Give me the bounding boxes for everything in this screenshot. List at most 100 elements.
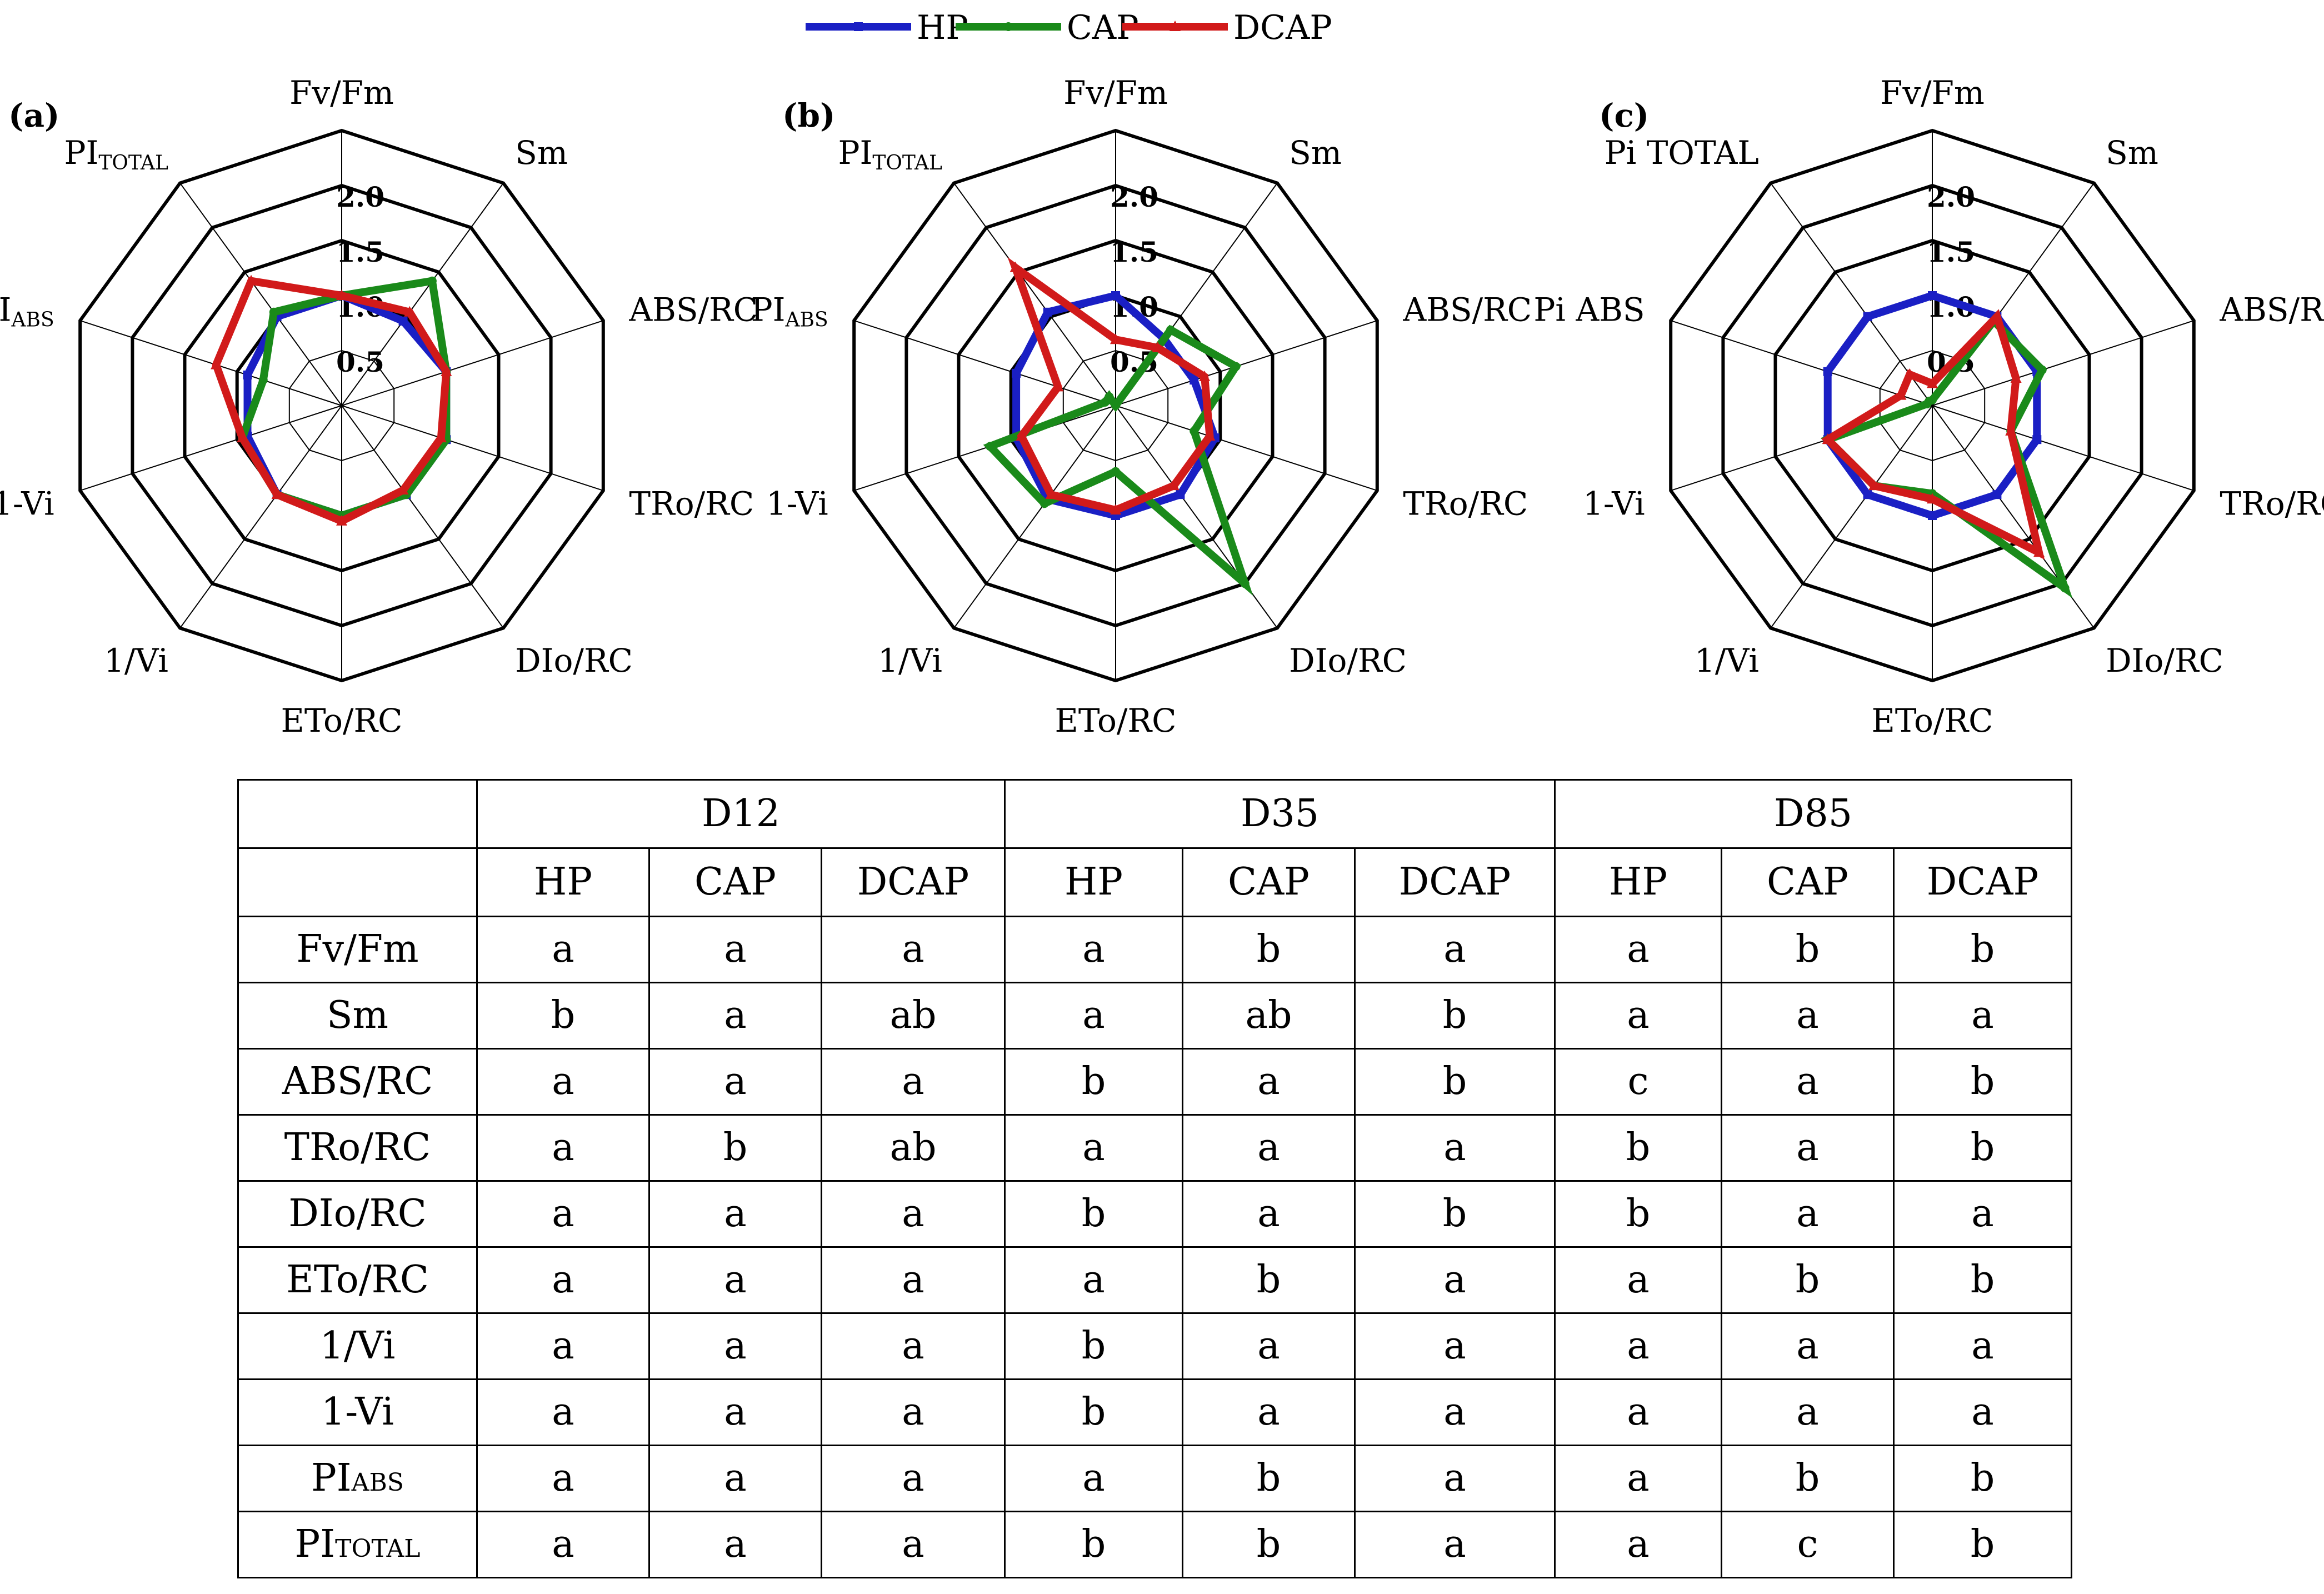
table-cell: b bbox=[1721, 916, 1895, 983]
radar-point-dcap bbox=[397, 484, 409, 495]
table-row: ETo/RC a a a a b a a b b bbox=[237, 1246, 2072, 1314]
radar-point-dcap bbox=[336, 289, 347, 300]
radar-point-cap bbox=[1190, 426, 1199, 436]
table-cell: b bbox=[1182, 1246, 1356, 1314]
panel-label: (b) bbox=[782, 97, 835, 134]
table-cell: a bbox=[821, 1048, 1006, 1116]
table-cell: a bbox=[648, 916, 822, 983]
radar-point-dcap bbox=[1110, 504, 1121, 515]
legend-marker-cap bbox=[1004, 22, 1013, 31]
radar-point-dcap bbox=[2005, 424, 2017, 436]
radar-grid-ring bbox=[131, 183, 553, 628]
radar-grid-ring bbox=[904, 183, 1327, 628]
radar-tick-label: 2.0 bbox=[1110, 181, 1158, 213]
table-cell: b bbox=[1004, 1180, 1183, 1248]
radar-point-cap bbox=[1166, 325, 1175, 334]
radar-grid-ring bbox=[957, 238, 1275, 573]
radar-spoke bbox=[1115, 405, 1378, 491]
table-cell: b bbox=[1893, 1511, 2072, 1578]
table-cell: ab bbox=[821, 1114, 1006, 1182]
table-cell: a bbox=[476, 1114, 650, 1182]
table-cell: b bbox=[1354, 1048, 1556, 1116]
table-corner-cell bbox=[237, 779, 478, 849]
table-cell: a bbox=[476, 1511, 650, 1578]
table-cell: a bbox=[1182, 1180, 1356, 1248]
table-cell: b bbox=[1004, 1048, 1183, 1116]
table-cell: a bbox=[1893, 1180, 2072, 1248]
radar-point-hp bbox=[1111, 291, 1120, 300]
radar-point-dcap bbox=[1009, 261, 1021, 272]
table-cell: ab bbox=[821, 982, 1006, 1050]
radar-axis-label: Fv/Fm bbox=[289, 74, 394, 112]
table-cell: a bbox=[648, 1378, 822, 1446]
radar-axis-label: TRo/RC bbox=[1403, 485, 1528, 523]
table-subheader-cell: CAP bbox=[1182, 847, 1356, 917]
table-subheader-cell: CAP bbox=[1721, 847, 1895, 917]
radar-point-dcap bbox=[271, 488, 283, 499]
table-cell: c bbox=[1554, 1048, 1722, 1116]
table-row-label: TRo/RC bbox=[237, 1114, 478, 1182]
radar-axis-label: ABS/RC bbox=[2219, 291, 2324, 328]
radar-grid-ring bbox=[1879, 349, 1986, 462]
table-cell: a bbox=[821, 1312, 1006, 1380]
table-cell: a bbox=[1554, 1312, 1722, 1380]
panel-label: (a) bbox=[8, 97, 59, 134]
radar-axis-label: PIABS bbox=[0, 291, 54, 331]
significance-table-wrap: D12 D35 D85 HP CAP DCAP HP CAP DCAP HP CAP DCAP Fv/F… bbox=[237, 779, 2072, 1578]
radar-grid-ring bbox=[1669, 128, 2196, 683]
radar-tick-label: 0.5 bbox=[336, 346, 384, 378]
table-subheader-cell: DCAP bbox=[1354, 847, 1556, 917]
radar-axis-label: Fv/Fm bbox=[1063, 74, 1168, 112]
radar-point-cap bbox=[1240, 579, 1250, 588]
radar-axis-label: 1-Vi bbox=[1583, 485, 1645, 523]
table-cell: a bbox=[821, 1180, 1006, 1248]
table-row-label: ETo/RC bbox=[237, 1246, 478, 1314]
radar-figure: HP CAP DCAP 0.51.01.52.0Fv/FmSmABS/RCTRo/R… bbox=[0, 8, 2324, 739]
radar-point-cap bbox=[1925, 396, 1934, 406]
table-cell: a bbox=[648, 982, 822, 1050]
table-row: 1-Vi a a a b a a a a a bbox=[237, 1378, 2072, 1446]
table-subheader-cell: HP bbox=[1004, 847, 1183, 917]
table-cell: b bbox=[1893, 1048, 2072, 1116]
radar-point-dcap bbox=[237, 432, 248, 443]
radar-point-cap bbox=[1231, 362, 1241, 371]
radar-point-cap bbox=[1104, 392, 1114, 401]
table-cell: a bbox=[1721, 1312, 1895, 1380]
radar-point-cap bbox=[1111, 467, 1120, 476]
significance-table-body: D12 D35 D85 HP CAP DCAP HP CAP DCAP HP CAP DCAP Fv/F… bbox=[237, 779, 2072, 1578]
table-cell: a bbox=[1354, 1312, 1556, 1380]
table-row-label: Fv/Fm bbox=[237, 916, 478, 983]
table-cell: a bbox=[1354, 1378, 1556, 1446]
radar-point-dcap bbox=[1822, 433, 1833, 444]
radar-spoke bbox=[953, 405, 1116, 629]
radar-point-dcap bbox=[1904, 368, 1916, 379]
radar-grid-ring bbox=[288, 349, 395, 462]
radar-axis-label: TRo/RC bbox=[2220, 485, 2324, 523]
table-cell: a bbox=[1554, 1511, 1722, 1578]
radar-panel-3: 0.51.01.52.0Fv/FmSmABS/RCTRo/RCDIo/RCETo… bbox=[1533, 74, 2324, 739]
table-cell: b bbox=[1354, 1180, 1556, 1248]
radar-point-hp bbox=[1176, 490, 1185, 499]
radar-point-dcap bbox=[2010, 372, 2022, 383]
radar-point-dcap bbox=[1927, 377, 1938, 388]
table-cell: b bbox=[1893, 1114, 2072, 1182]
radar-point-dcap bbox=[211, 358, 222, 369]
radar-spoke bbox=[1115, 320, 1378, 406]
radar-grid-ring bbox=[183, 238, 501, 573]
radar-spoke bbox=[1932, 405, 2195, 491]
radar-axis-label: 1/Vi bbox=[1695, 642, 1759, 679]
table-subheader-row: HP CAP DCAP HP CAP DCAP HP CAP DCAP bbox=[237, 847, 2072, 917]
table-cell: a bbox=[821, 1445, 1006, 1512]
radar-grid-ring bbox=[1773, 238, 2091, 573]
radar-point-hp bbox=[1992, 490, 2002, 499]
table-row-label: PIABS bbox=[237, 1445, 478, 1512]
radar-point-hp bbox=[1190, 376, 1199, 385]
radar-spoke bbox=[79, 405, 342, 491]
table-cell: a bbox=[1721, 1180, 1895, 1248]
radar-axis-label: Pi TOTAL bbox=[1605, 134, 1759, 172]
radar-tick-label: 2.0 bbox=[1927, 181, 1975, 213]
radar-spoke bbox=[341, 320, 604, 406]
table-cell: a bbox=[1554, 1378, 1722, 1446]
radar-point-hp bbox=[1863, 490, 1872, 499]
radar-axis-label: PITOTAL bbox=[64, 134, 168, 174]
